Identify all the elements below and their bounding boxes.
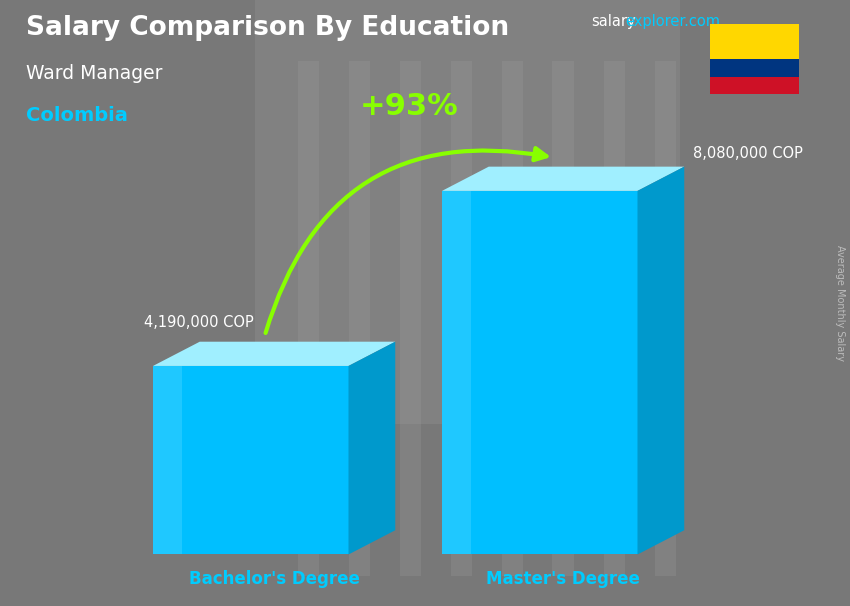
- Text: Salary Comparison By Education: Salary Comparison By Education: [26, 15, 508, 41]
- Text: salary: salary: [591, 14, 635, 29]
- Polygon shape: [153, 342, 395, 366]
- Bar: [552, 61, 574, 576]
- Polygon shape: [153, 366, 348, 554]
- Bar: [502, 61, 523, 576]
- Text: explorer.com: explorer.com: [625, 14, 720, 29]
- Bar: [348, 61, 370, 576]
- Bar: [450, 61, 472, 576]
- Bar: [400, 61, 421, 576]
- Text: +93%: +93%: [360, 92, 459, 121]
- Polygon shape: [348, 342, 395, 554]
- Bar: [255, 0, 680, 424]
- Bar: [604, 61, 625, 576]
- Text: Bachelor's Degree: Bachelor's Degree: [189, 570, 360, 588]
- Polygon shape: [442, 191, 471, 554]
- Text: Ward Manager: Ward Manager: [26, 64, 162, 82]
- Polygon shape: [442, 191, 638, 554]
- Bar: [710, 24, 799, 59]
- FancyArrowPatch shape: [265, 148, 547, 333]
- Polygon shape: [638, 167, 684, 554]
- Text: Average Monthly Salary: Average Monthly Salary: [835, 245, 845, 361]
- Polygon shape: [442, 167, 684, 191]
- Bar: [654, 61, 676, 576]
- Text: 8,080,000 COP: 8,080,000 COP: [693, 145, 802, 161]
- Text: Colombia: Colombia: [26, 106, 128, 125]
- Bar: [710, 59, 799, 76]
- Text: Master's Degree: Master's Degree: [486, 570, 640, 588]
- Bar: [710, 76, 799, 94]
- Polygon shape: [153, 366, 182, 554]
- Text: 4,190,000 COP: 4,190,000 COP: [144, 315, 254, 330]
- Bar: [298, 61, 319, 576]
